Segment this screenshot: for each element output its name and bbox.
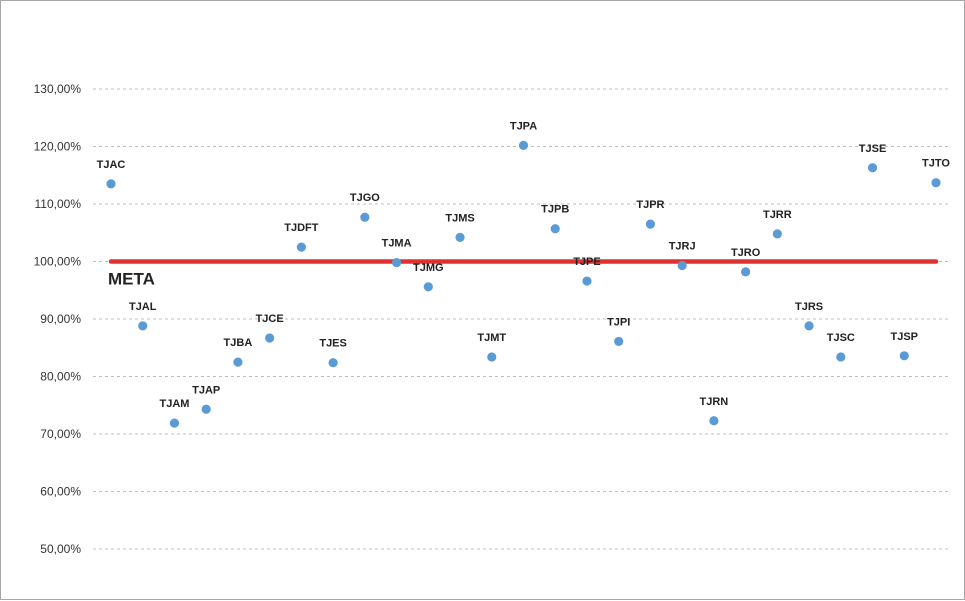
data-point-label: TJCE	[256, 313, 284, 325]
data-point-label: TJSC	[827, 332, 855, 344]
data-points	[106, 140, 941, 428]
y-tick-label: 50,00%	[40, 542, 81, 556]
data-point-label: TJRR	[763, 209, 792, 221]
data-point	[360, 212, 370, 222]
y-tick-label: 130,00%	[34, 82, 82, 96]
data-point	[391, 258, 402, 268]
data-point-label: TJRO	[731, 247, 761, 259]
meta-label: META	[108, 270, 155, 289]
data-point	[138, 321, 148, 331]
y-axis-tick-labels: 50,00% 60,00% 70,00% 80,00% 90,00% 100,00% 110…	[34, 82, 82, 556]
data-point-label: TJSP	[891, 331, 919, 343]
data-point	[741, 267, 751, 277]
data-point	[423, 282, 433, 292]
data-point-label: TJGO	[350, 192, 380, 204]
grid-lines	[93, 88, 948, 550]
data-point	[677, 260, 687, 271]
y-tick-label: 80,00%	[40, 370, 81, 384]
data-point	[201, 404, 211, 414]
data-point	[836, 352, 846, 362]
data-point-label: TJRN	[700, 396, 729, 408]
data-point	[931, 178, 941, 188]
y-tick-label: 70,00%	[40, 427, 81, 441]
data-point-label: TJBA	[224, 337, 253, 349]
y-tick-label: 100,00%	[34, 255, 82, 269]
data-point-label: TJES	[319, 338, 347, 350]
data-point-label: TJSE	[859, 143, 887, 155]
y-tick-label: 110,00%	[35, 197, 82, 211]
y-tick-label: 60,00%	[40, 485, 81, 499]
data-point-label: TJRS	[795, 301, 823, 313]
data-point-label: TJTO	[922, 158, 950, 170]
y-tick-label: 90,00%	[40, 312, 81, 326]
data-point-label: TJAC	[97, 159, 126, 171]
target-line-group: META	[108, 259, 939, 289]
data-point	[709, 416, 719, 426]
data-point	[169, 418, 180, 428]
data-point	[614, 336, 624, 347]
data-point-label: TJPI	[607, 316, 630, 328]
data-point	[487, 352, 497, 362]
data-point-label: TJMS	[445, 212, 474, 224]
data-point-label: TJPA	[510, 120, 537, 132]
data-point	[233, 357, 243, 367]
data-point-label: TJRJ	[669, 241, 696, 253]
data-point	[899, 351, 909, 361]
data-point	[106, 179, 116, 189]
data-point-label: TJDFT	[284, 222, 319, 234]
data-point-label: TJAL	[129, 301, 157, 313]
y-tick-label: 120,00%	[34, 140, 82, 154]
data-point	[296, 242, 306, 252]
data-point-label: TJPR	[636, 199, 664, 211]
data-point	[804, 321, 814, 331]
data-point	[582, 276, 592, 286]
data-point-label: TJMG	[413, 262, 444, 274]
data-point	[550, 224, 560, 234]
data-point-label: TJPB	[541, 204, 569, 216]
data-point-label: TJMA	[382, 238, 412, 250]
data-point	[265, 333, 275, 343]
data-point	[518, 140, 529, 150]
data-point-label: TJPE	[573, 256, 601, 268]
data-point-label: TJAP	[192, 384, 220, 396]
data-point	[645, 219, 656, 229]
data-point	[455, 232, 465, 242]
data-point	[772, 229, 782, 239]
data-point-label: TJAM	[159, 398, 189, 410]
data-point-label: TJMT	[477, 332, 506, 344]
data-point	[328, 358, 338, 368]
data-point	[867, 163, 878, 173]
